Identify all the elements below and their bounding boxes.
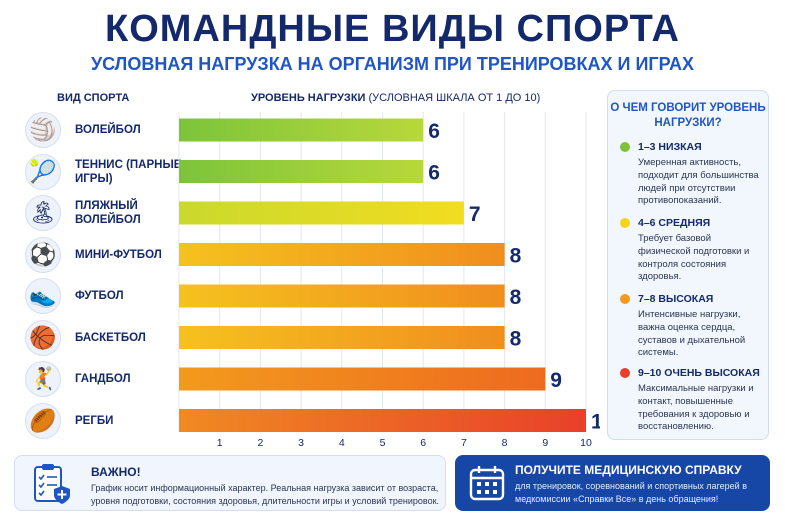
bar-value-label: 8: [510, 286, 522, 309]
load-header-sub: (УСЛОВНАЯ ШКАЛА ОТ 1 ДО 10): [368, 92, 541, 104]
rugby-ball-icon: 🏉: [25, 402, 61, 439]
sport-label: МИНИ-ФУТБОЛ: [75, 248, 162, 261]
cta-text: для тренировок, соревнований и спортивны…: [515, 481, 747, 504]
calendar-icon: [469, 466, 505, 501]
legend-title: О ЧЕМ ГОВОРИТ УРОВЕНЬ НАГРУЗКИ?: [610, 102, 766, 129]
sport-label: ФУТБОЛ: [75, 290, 124, 302]
legend-item-desc: Требует базовой физической подготовки и …: [638, 233, 750, 283]
beach-icon: 🏝: [25, 195, 61, 231]
legend-item-very-high: 9–10 ОЧЕНЬ ВЫСОКАЯ Максимальные нагрузки…: [620, 367, 765, 434]
chart-x-ticks: 1 2 3 4 5 6 7 8 9 10: [217, 437, 592, 449]
bar-value-label: 10: [591, 411, 600, 434]
football-boot-icon: 👟: [25, 278, 61, 314]
page-title: КОМАНДНЫЕ ВИДЫ СПОРТА: [105, 8, 680, 50]
legend-item-head: 4–6 СРЕДНЯЯ: [638, 217, 711, 229]
x-tick-label: 7: [461, 437, 467, 449]
note-text: График носит информационный характер. Ре…: [91, 483, 440, 506]
legend-item-head: 7–8 ВЫСОКАЯ: [638, 293, 714, 305]
load-header-main: УРОВЕНЬ НАГРУЗКИ: [251, 92, 366, 104]
bar-value-label: 6: [428, 120, 440, 143]
bar-value-label: 8: [510, 328, 522, 351]
clipboard-medical-icon: [34, 464, 70, 504]
legend-dot-medium: [620, 218, 630, 228]
chart-value-labels: 6 6 7 8 8 8 9 10: [428, 120, 600, 434]
sport-label: ПЛЯЖНЫЙ ВОЛЕЙБОЛ: [75, 200, 141, 227]
bar-value-label: 6: [428, 162, 440, 185]
tennis-ball-icon: 🎾: [25, 153, 61, 190]
legend-dot-very-high: [620, 368, 630, 378]
medical-certificate-banner[interactable]: ПОЛУЧИТЕ МЕДИЦИНСКУЮ СПРАВКУ для трениро…: [455, 455, 770, 511]
legend-panel: О ЧЕМ ГОВОРИТ УРОВЕНЬ НАГРУЗКИ? 1–3 НИЗК…: [607, 90, 769, 440]
legend-dot-high: [620, 294, 630, 304]
x-tick-label: 5: [380, 437, 386, 449]
load-column-header: УРОВЕНЬ НАГРУЗКИ (УСЛОВНАЯ ШКАЛА ОТ 1 ДО…: [251, 92, 540, 104]
x-tick-label: 2: [257, 437, 263, 449]
legend-item-medium: 4–6 СРЕДНЯЯ Требует базовой физической п…: [620, 217, 765, 284]
sport-label: БАСКЕТБОЛ: [75, 331, 146, 344]
x-tick-label: 1: [217, 437, 223, 449]
bar: [179, 201, 464, 225]
sport-label: РЕГБИ: [75, 414, 114, 427]
cta-title: ПОЛУЧИТЕ МЕДИЦИНСКУЮ СПРАВКУ: [515, 463, 742, 477]
sport-label: ГАНДБОЛ: [75, 373, 131, 385]
x-tick-label: 3: [298, 437, 304, 449]
sport-label: ТЕННИС (ПАРНЫЕ ИГРЫ): [75, 158, 182, 185]
x-tick-label: 10: [580, 437, 592, 449]
bar-value-label: 7: [469, 203, 481, 226]
handball-icon: 🤾: [25, 361, 61, 397]
legend-item-low: 1–3 НИЗКАЯ Умеренная активность, подходи…: [620, 141, 765, 208]
bar: [179, 243, 505, 266]
note-title: ВАЖНО!: [91, 465, 141, 479]
important-note: ВАЖНО! График носит информационный харак…: [14, 455, 446, 511]
x-tick-label: 6: [420, 437, 426, 449]
page-subtitle: УСЛОВНАЯ НАГРУЗКА НА ОРГАНИЗМ ПРИ ТРЕНИР…: [90, 54, 695, 74]
volleyball-icon: 🏐: [25, 112, 61, 148]
basketball-icon: 🏀: [25, 319, 61, 356]
legend-item-head: 9–10 ОЧЕНЬ ВЫСОКАЯ: [638, 367, 760, 379]
bar: [179, 326, 505, 349]
legend-item-high: 7–8 ВЫСОКАЯ Интенсивные нагрузки, важна …: [620, 293, 765, 360]
sport-label: ВОЛЕЙБОЛ: [75, 124, 141, 136]
bar: [179, 367, 546, 391]
x-tick-label: 8: [502, 437, 508, 449]
bar-value-label: 9: [550, 369, 562, 392]
chart-bars: [179, 118, 586, 432]
legend-item-head: 1–3 НИЗКАЯ: [638, 141, 702, 153]
legend-item-desc: Интенсивные нагрузки, важна оценка сердц…: [638, 309, 746, 359]
legend-item-desc: Умеренная активность, подходит для больш…: [638, 157, 759, 207]
bar-value-label: 8: [510, 245, 522, 268]
load-chart: 6 6 7 8 8 8 9 10 1 2 3 4 5 6 7 8 9 10: [178, 112, 600, 449]
x-tick-label: 9: [542, 437, 548, 449]
legend-item-desc: Максимальные нагрузки и контакт, повышен…: [638, 383, 754, 433]
sport-column-header: ВИД СПОРТА: [57, 92, 130, 104]
bar: [179, 409, 586, 432]
legend-dot-low: [620, 142, 630, 152]
bar: [179, 284, 505, 308]
soccer-ball-icon: ⚽: [25, 236, 61, 273]
bar: [179, 160, 424, 183]
x-tick-label: 4: [339, 437, 345, 449]
bar: [179, 118, 424, 142]
